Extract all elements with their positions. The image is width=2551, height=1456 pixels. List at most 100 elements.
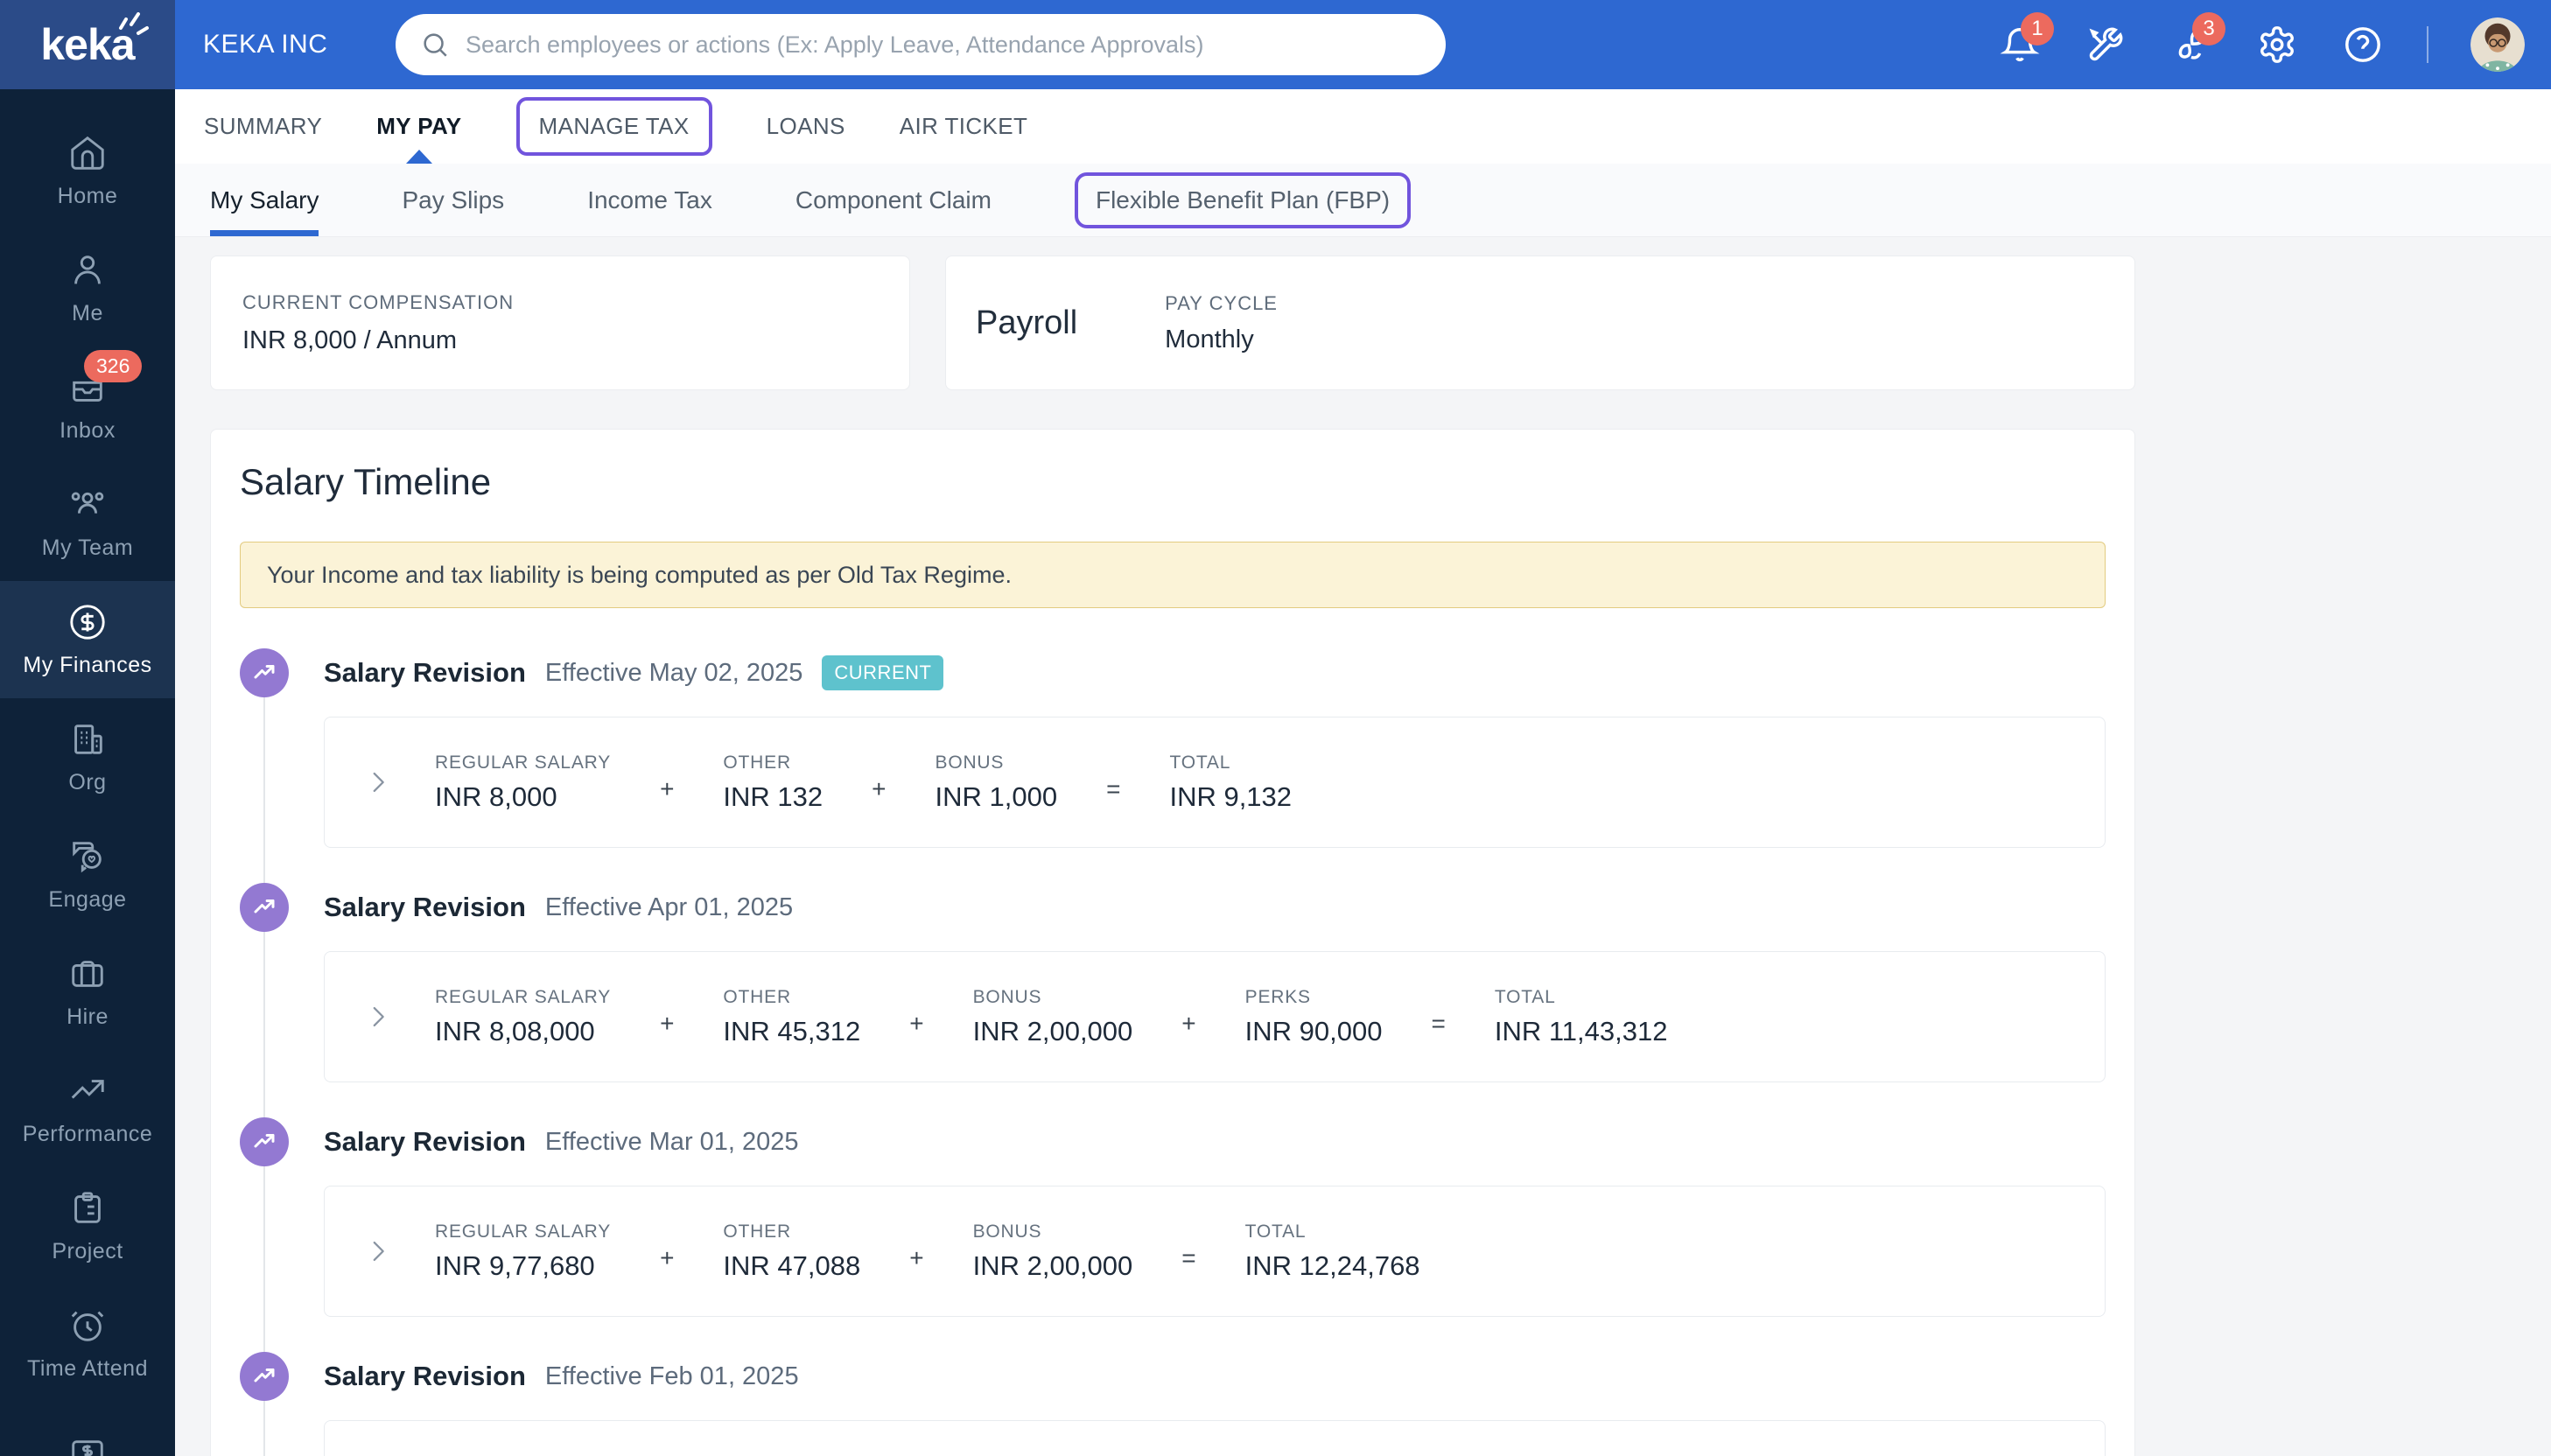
sidebar-item-label: Home [57, 183, 118, 208]
building-icon [74, 724, 102, 754]
revision-header: Salary Revision Effective Apr 01, 2025 [324, 883, 2106, 932]
operator-plus: + [1181, 1009, 1196, 1037]
clipboard-icon [74, 1191, 101, 1223]
component-label: OTHER [723, 752, 791, 773]
salary-component: BONUS INR 2,00,000 [973, 1222, 1133, 1282]
timeline-rail [240, 648, 289, 848]
tab-loans[interactable]: LOANS [766, 113, 845, 139]
salary-revision-icon [254, 900, 275, 914]
component-value: INR 9,132 [1169, 780, 1293, 812]
revision-dot [240, 1117, 289, 1166]
sidebar-nav: Home Me 326 Inbox My Team My Finances [0, 89, 175, 1456]
settings-button[interactable] [2255, 23, 2299, 66]
sidebar-item-me[interactable]: Me [0, 229, 175, 346]
timeline-rail [240, 1352, 289, 1456]
revision-title: Salary Revision [324, 657, 526, 688]
payroll-monitor-icon [72, 1440, 103, 1456]
sidebar-item-inbox[interactable]: 326 Inbox [0, 346, 175, 464]
component-value: INR 1,000 [935, 780, 1058, 812]
trend-up-icon [71, 1079, 104, 1099]
sidebar-item-performance[interactable]: Performance [0, 1050, 175, 1167]
search-input[interactable] [466, 31, 1421, 59]
subtab-my-salary[interactable]: My Salary [210, 164, 319, 236]
component-value: INR 45,312 [723, 1015, 861, 1046]
praise-button[interactable]: 3 [2169, 12, 2225, 66]
component-label: REGULAR SALARY [435, 986, 612, 1007]
component-label: PERKS [1244, 986, 1311, 1007]
tab-air-ticket[interactable]: AIR TICKET [899, 113, 1028, 139]
revision-effective-date: Effective Apr 01, 2025 [544, 892, 794, 921]
subtab-fbp[interactable]: Flexible Benefit Plan (FBP) [1095, 186, 1391, 214]
sidebar-item-project[interactable]: Project [0, 1167, 175, 1284]
sidebar-item-home[interactable]: Home [0, 112, 175, 229]
salary-revision-entry: Salary Revision Effective Apr 01, 2025 REG… [240, 883, 2106, 1082]
component-label: BONUS [935, 752, 1005, 773]
notifications-button[interactable]: 1 [1998, 12, 2054, 66]
chevron-right-icon[interactable] [363, 1002, 393, 1032]
salary-revision-entry: Salary Revision Effective Mar 01, 2025 REG… [240, 1117, 2106, 1317]
home-icon [71, 136, 104, 170]
subtab-pay-slips[interactable]: Pay Slips [402, 186, 505, 214]
chevron-right-icon[interactable] [363, 767, 393, 797]
operator-plus: + [872, 774, 887, 802]
sidebar-item-org[interactable]: Org [0, 698, 175, 816]
sidebar-item-engage[interactable]: Engage [0, 816, 175, 933]
tab-manage-tax[interactable]: MANAGE TAX [538, 113, 690, 139]
revision-card[interactable]: REGULAR SALARY INR 8,000 + OTHER INR 132 + BON… [324, 717, 2106, 848]
revision-card[interactable]: REGULAR SALARY INR 9,77,680 + OTHER INR 47,0… [324, 1186, 2106, 1317]
salary-component: REGULAR SALARY INR 8,000 [435, 752, 611, 813]
sidebar-item-payroll[interactable] [0, 1402, 175, 1456]
sidebar-item-label: Org [68, 769, 107, 794]
header-actions: 1 3 [1998, 0, 2525, 89]
salary-component: OTHER INR 47,088 [723, 1222, 860, 1282]
keka-logo[interactable]: keka [0, 0, 175, 89]
user-avatar[interactable] [2470, 18, 2525, 72]
operator-plus: + [909, 1243, 924, 1271]
sidebar-item-label: Inbox [60, 417, 116, 443]
summary-cards-row: CURRENT COMPENSATION INR 8,000 / Annum P… [210, 256, 2551, 390]
salary-revision-icon [254, 1368, 275, 1382]
sidebar-item-label: Engage [48, 886, 127, 912]
help-button[interactable] [2341, 23, 2385, 66]
global-search[interactable] [396, 14, 1446, 75]
team-icon [71, 492, 104, 514]
tab-summary[interactable]: SUMMARY [204, 113, 323, 139]
sidebar-item-my-finances[interactable]: My Finances [0, 581, 175, 698]
search-icon [424, 33, 447, 57]
revision-card[interactable]: REGULAR SALARY INR 8,08,000 + OTHER INR 45,3… [324, 951, 2106, 1082]
annotation-box-manage-tax: MANAGE TAX [515, 97, 712, 156]
sidebar-item-my-team[interactable]: My Team [0, 464, 175, 581]
component-value: INR 9,77,680 [435, 1250, 595, 1281]
component-label: TOTAL [1244, 1221, 1307, 1242]
sidebar-item-label: My Team [41, 535, 134, 560]
avatar-image [2470, 18, 2525, 72]
revision-effective-date: Effective Mar 01, 2025 [544, 1127, 799, 1156]
sidebar-item-hire[interactable]: Hire [0, 933, 175, 1050]
salary-timeline-panel: Salary Timeline Your Income and tax liab… [210, 429, 2135, 1456]
revision-header: Salary Revision Effective May 02, 2025 CUR… [324, 648, 2106, 697]
top-header-bar: KEKA INC 1 3 [175, 0, 2551, 89]
operator-equals: = [1106, 774, 1121, 802]
salary-revision-entry: Salary Revision Effective May 02, 2025 CUR… [240, 648, 2106, 848]
revision-header: Salary Revision Effective Mar 01, 2025 [324, 1117, 2106, 1166]
payroll-card: Payroll PAY CYCLE Monthly [945, 256, 2135, 390]
timeline-rail [240, 1117, 289, 1317]
component-value: INR 2,00,000 [972, 1250, 1133, 1281]
logo-spark-icon [119, 12, 149, 35]
tab-my-pay[interactable]: MY PAY [376, 89, 461, 164]
sidebar-item-label: Me [72, 300, 103, 326]
compensation-value: INR 8,000 / Annum [242, 326, 458, 354]
subtab-component-claim[interactable]: Component Claim [795, 186, 992, 214]
component-label: BONUS [972, 1221, 1042, 1242]
salary-revision-icon [254, 1134, 275, 1148]
component-value: INR 47,088 [723, 1250, 861, 1281]
sidebar-item-time-attend[interactable]: Time Attend [0, 1284, 175, 1402]
sidebar-item-label: Performance [22, 1121, 153, 1146]
tools-button[interactable] [2084, 23, 2127, 66]
subtab-income-tax[interactable]: Income Tax [587, 186, 712, 214]
component-label: OTHER [723, 1221, 791, 1242]
chevron-right-icon[interactable] [363, 1236, 393, 1266]
revision-effective-date: Effective May 02, 2025 [544, 658, 803, 687]
